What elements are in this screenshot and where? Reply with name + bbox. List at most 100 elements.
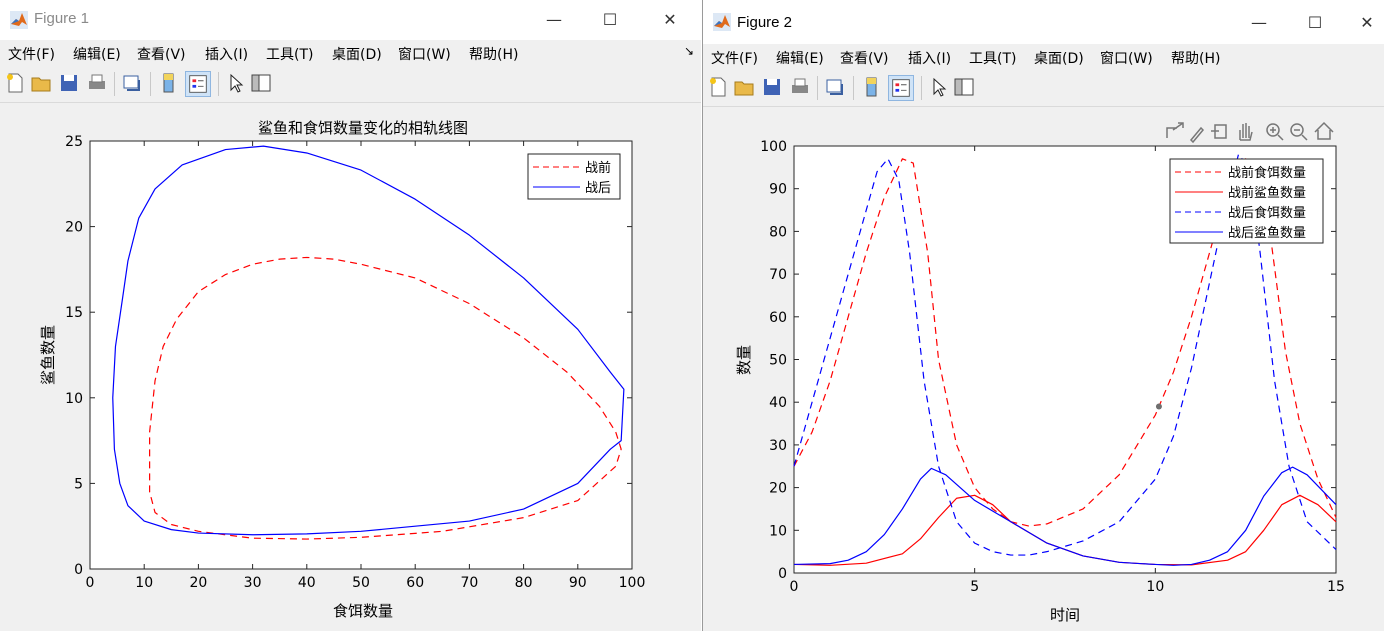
zoom-in-icon[interactable] [1266,123,1284,141]
minimize-button[interactable]: — [546,10,562,29]
y-tick-label: 20 [65,220,83,236]
open-file-icon[interactable] [30,72,52,94]
menu-window[interactable]: 窗口(W) [398,47,451,63]
menu-tools[interactable]: 工具(T) [969,51,1017,67]
minimize-button[interactable]: — [1251,13,1267,32]
toolbar-separator [218,72,219,96]
menu-tools[interactable]: 工具(T) [266,47,314,63]
series-line-3 [793,466,1337,566]
figure2-title: Figure 2 [737,14,793,31]
legend-icon[interactable] [185,71,211,97]
legend-label-postwar-shark: 战后鲨鱼数量 [1228,225,1306,241]
save-icon[interactable] [761,76,783,98]
x-tick-label: 15 [1327,579,1345,595]
figure1-title: Figure 1 [34,10,90,27]
y-axis-label: 鲨鱼数量 [39,325,57,385]
property-editor-icon[interactable] [250,72,272,94]
menu-desktop[interactable]: 桌面(D) [1034,51,1084,67]
colorbar-icon[interactable] [158,72,180,94]
pointer-icon[interactable] [224,72,246,94]
data-tips-icon[interactable] [1211,124,1227,139]
menu-file[interactable]: 文件(F) [711,51,758,67]
y-tick-label: 60 [769,310,787,326]
y-tick-label: 50 [769,353,787,369]
y-tick-label: 90 [769,182,787,198]
y-tick-label: 70 [769,267,787,283]
new-figure-icon[interactable] [4,72,26,94]
legend-label-postwar-prey: 战后食饵数量 [1228,205,1306,221]
export-icon[interactable] [1166,122,1184,138]
pointer-icon[interactable] [927,76,949,98]
legend-label-prewar-shark: 战前鲨鱼数量 [1228,185,1306,201]
figure1-toolbar [0,66,701,103]
legend-box [1169,158,1324,244]
axis-ticks: 0 10 20 30 40 50 60 70 80 90 100 0 5 10 15 20 25 [65,134,645,591]
y-tick-label: 100 [760,139,787,155]
open-file-icon[interactable] [733,76,755,98]
figure2-window: Figure 2 — ☐ ✕ 文件(F) 编辑(E) 查看(V) 插入(I) 工… [702,0,1384,631]
maximize-button[interactable]: ☐ [1307,13,1323,32]
figure2-titlebar: Figure 2 — ☐ ✕ [703,0,1384,44]
data-marker [1155,403,1162,410]
brush-icon[interactable] [1189,126,1205,144]
menu-view[interactable]: 查看(V) [137,47,186,63]
y-tick-label: 30 [769,438,787,454]
dock-arrow-icon[interactable]: ↘ [684,44,695,58]
home-icon[interactable] [1314,121,1334,140]
time-series-plot: 0 5 10 15 0 10 20 30 40 50 60 70 80 90 100 时间 数量 战前食饵数… [735,121,1345,624]
print-icon[interactable] [789,76,811,98]
menu-help[interactable]: 帮助(H) [1171,51,1221,67]
x-axis-label: 食饵数量 [333,602,393,620]
legend[interactable]: 战前 战后 [527,153,621,200]
figure1-menubar: 文件(F) 编辑(E) 查看(V) 插入(I) 工具(T) 桌面(D) 窗口(W… [0,40,701,66]
menu-help[interactable]: 帮助(H) [469,47,519,63]
figure2-menubar: 文件(F) 编辑(E) 查看(V) 插入(I) 工具(T) 桌面(D) 窗口(W… [703,44,1384,70]
close-button[interactable]: ✕ [1360,13,1374,32]
toolbar-separator [853,76,854,100]
link-plot-icon[interactable] [121,72,143,94]
legend-label-prewar-prey: 战前食饵数量 [1228,165,1306,181]
x-tick-label: 0 [790,579,799,595]
menu-desktop[interactable]: 桌面(D) [332,47,382,63]
y-tick-label: 10 [769,523,787,539]
maximize-button[interactable]: ☐ [602,10,618,29]
menu-window[interactable]: 窗口(W) [1100,51,1153,67]
toolbar-separator [921,76,922,100]
x-tick-label: 40 [298,575,316,591]
menu-edit[interactable]: 编辑(E) [73,47,121,63]
y-tick-label: 5 [74,476,83,492]
new-figure-icon[interactable] [707,76,729,98]
link-plot-icon[interactable] [824,76,846,98]
menu-edit[interactable]: 编辑(E) [776,51,824,67]
save-icon[interactable] [58,72,80,94]
x-tick-label: 50 [352,575,370,591]
axes-toolbar [1166,121,1334,144]
menu-file[interactable]: 文件(F) [8,47,55,63]
series-line-2 [793,153,1337,556]
phase-plot: 鲨鱼和食饵数量变化的相轨线图 0 10 20 30 40 50 60 70 80 90 100 0 5 1… [39,119,645,620]
x-tick-label: 5 [970,579,979,595]
legend-label-postwar: 战后 [585,181,611,196]
x-tick-label: 100 [619,575,646,591]
matlab-logo-icon [713,13,731,31]
y-axis-label: 数量 [735,345,753,375]
property-editor-icon[interactable] [953,76,975,98]
series-line-1 [112,145,625,536]
legend-icon[interactable] [888,75,914,101]
y-tick-label: 25 [65,134,83,150]
y-tick-label: 40 [769,395,787,411]
axis-ticks: 0 5 10 15 0 10 20 30 40 50 60 70 80 90 100 [760,139,1345,595]
toolbar-separator [114,72,115,96]
zoom-out-icon[interactable] [1290,123,1308,141]
menu-insert[interactable]: 插入(I) [908,51,952,67]
series-line-0 [149,256,622,540]
pan-icon[interactable] [1239,123,1253,141]
legend[interactable]: 战前食饵数量 战前鲨鱼数量 战后食饵数量 战后鲨鱼数量 [1169,158,1324,244]
menu-view[interactable]: 查看(V) [840,51,889,67]
menu-insert[interactable]: 插入(I) [205,47,249,63]
plot-lines [112,145,625,540]
colorbar-icon[interactable] [861,76,883,98]
print-icon[interactable] [86,72,108,94]
close-button[interactable]: ✕ [663,10,677,29]
toolbar-separator [150,72,151,96]
